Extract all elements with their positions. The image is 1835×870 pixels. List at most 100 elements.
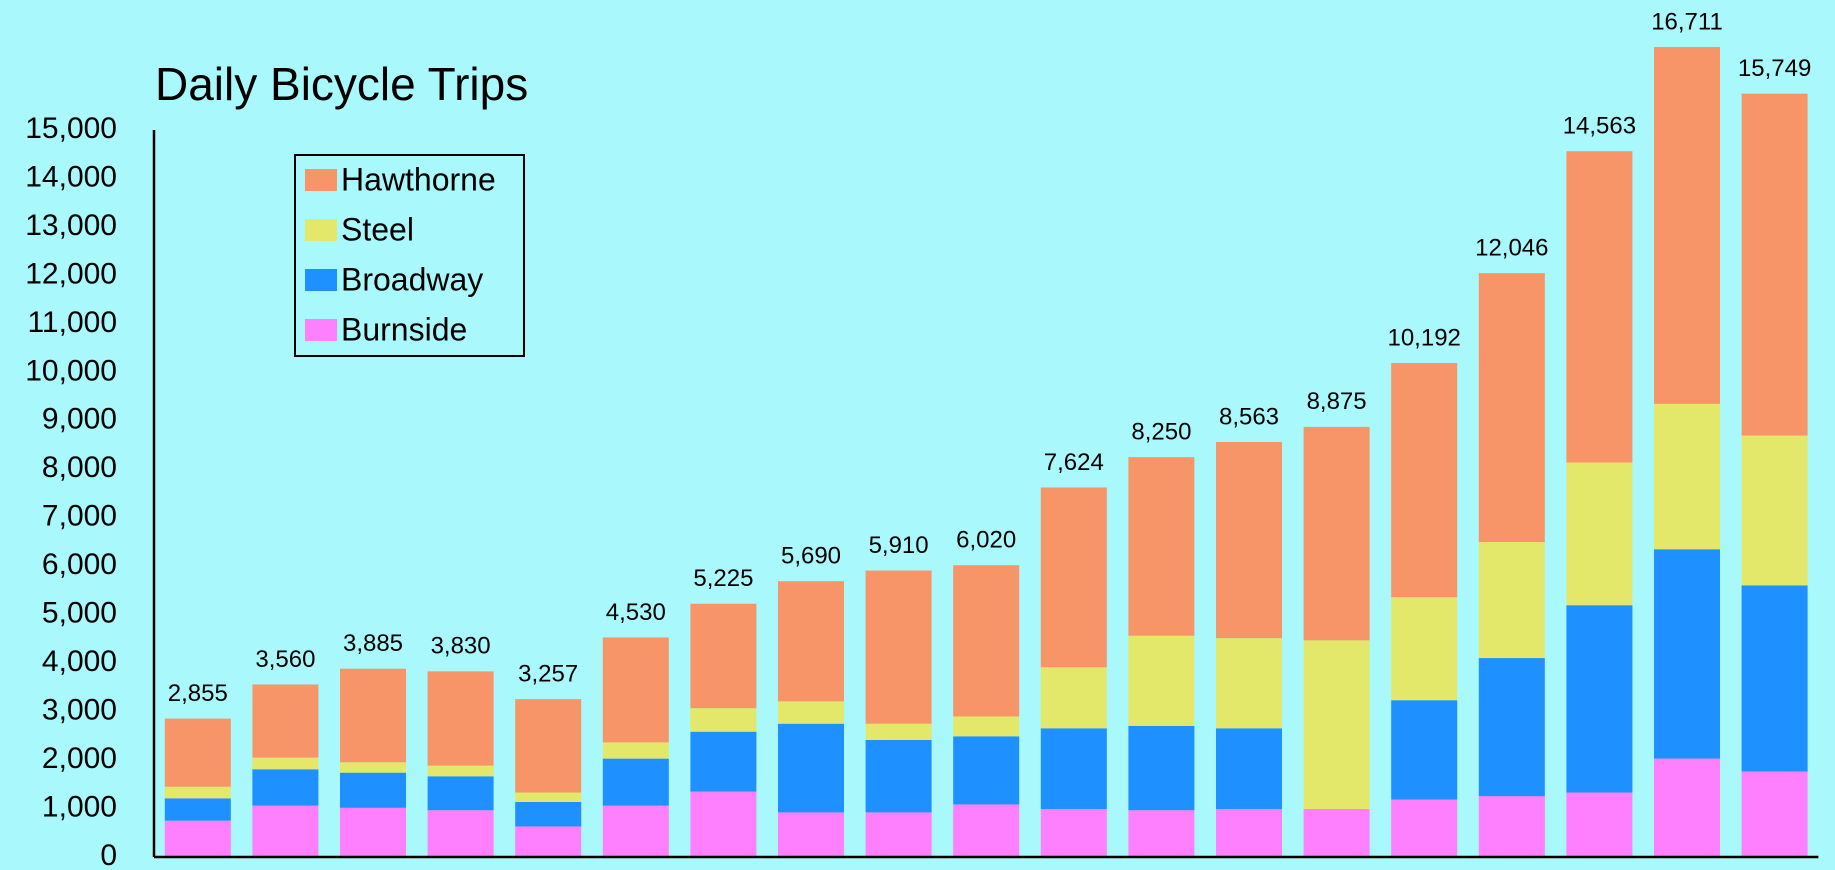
total-label: 10,192 bbox=[1387, 324, 1460, 351]
total-label: 3,257 bbox=[518, 660, 578, 687]
bar-segment bbox=[690, 708, 757, 732]
bar-segment bbox=[865, 812, 932, 857]
y-tick-label: 9,000 bbox=[42, 403, 117, 436]
bar-segment bbox=[515, 792, 582, 802]
y-tick-label: 1,000 bbox=[42, 790, 117, 823]
bar-segment bbox=[865, 739, 932, 813]
legend-swatch bbox=[305, 269, 337, 291]
bar-segment bbox=[1478, 796, 1545, 857]
bar-segment bbox=[340, 668, 406, 763]
total-label: 3,830 bbox=[431, 633, 491, 660]
total-label: 14,563 bbox=[1563, 113, 1636, 140]
total-label: 7,624 bbox=[1044, 449, 1104, 476]
bar-segment bbox=[1128, 725, 1195, 811]
legend-swatch bbox=[305, 219, 337, 241]
bar-segment bbox=[1216, 441, 1282, 639]
y-tick-label: 10,000 bbox=[25, 354, 117, 387]
bar-segment bbox=[1303, 426, 1370, 641]
bar-segment bbox=[1303, 809, 1370, 857]
bar-segment bbox=[1391, 700, 1458, 800]
y-tick-label: 5,000 bbox=[42, 597, 117, 630]
total-label: 16,711 bbox=[1651, 8, 1723, 35]
total-label: 6,020 bbox=[956, 527, 1016, 554]
bar-segment bbox=[602, 742, 669, 759]
chart-title: Daily Bicycle Trips bbox=[155, 58, 528, 110]
bar-segment bbox=[1128, 635, 1195, 726]
bar-segment bbox=[1741, 93, 1808, 436]
total-label: 15,749 bbox=[1738, 55, 1811, 82]
total-label: 5,910 bbox=[869, 532, 929, 559]
y-tick-label: 15,000 bbox=[25, 112, 117, 145]
bar-segment bbox=[340, 807, 406, 857]
y-tick-label: 13,000 bbox=[25, 209, 117, 242]
bar-segment bbox=[340, 772, 406, 808]
bar-segment bbox=[252, 769, 319, 806]
y-tick-label: 2,000 bbox=[42, 742, 117, 775]
bar-segment bbox=[1566, 605, 1633, 793]
bar-segment bbox=[953, 716, 1020, 737]
y-tick-label: 0 bbox=[100, 839, 117, 870]
bar-segment bbox=[1654, 549, 1720, 759]
bar-segment bbox=[164, 718, 231, 787]
total-label: 5,690 bbox=[781, 543, 841, 570]
bar-segment bbox=[865, 723, 932, 740]
y-tick-label: 4,000 bbox=[42, 645, 117, 678]
bar-segment bbox=[1216, 809, 1282, 857]
bar-segment bbox=[953, 565, 1020, 717]
bar-segment bbox=[1654, 47, 1720, 404]
bar-segment bbox=[953, 736, 1020, 805]
bar-segment bbox=[1654, 758, 1720, 857]
bar-segment bbox=[602, 805, 669, 857]
bar-segment bbox=[1478, 658, 1545, 797]
bar-segment bbox=[1741, 771, 1808, 857]
legend-swatch bbox=[305, 319, 337, 341]
bar-segment bbox=[427, 810, 494, 857]
bar-segment bbox=[690, 731, 757, 792]
bar-segment bbox=[778, 812, 844, 857]
y-tick-label: 11,000 bbox=[27, 306, 117, 339]
total-label: 8,563 bbox=[1219, 403, 1279, 430]
bar-segment bbox=[1128, 457, 1195, 636]
legend-swatch bbox=[305, 169, 337, 191]
bar-segment bbox=[690, 603, 757, 709]
y-tick-label: 14,000 bbox=[25, 160, 117, 193]
legend-box bbox=[294, 154, 525, 357]
bar-segment bbox=[164, 786, 231, 799]
bar-segment bbox=[252, 684, 319, 758]
y-tick-label: 12,000 bbox=[25, 257, 117, 290]
bar-segment bbox=[515, 801, 582, 827]
y-tick-label: 6,000 bbox=[42, 548, 117, 581]
bar-segment bbox=[340, 762, 406, 773]
y-tick-label: 7,000 bbox=[42, 500, 117, 533]
bar-segment bbox=[1040, 728, 1107, 810]
total-label: 3,560 bbox=[255, 646, 315, 673]
bar-segment bbox=[1478, 273, 1545, 542]
bar-segment bbox=[427, 776, 494, 811]
bar-segment bbox=[1654, 403, 1720, 550]
legend-label: Broadway bbox=[341, 261, 483, 297]
bar-segment bbox=[252, 757, 319, 770]
total-label: 8,250 bbox=[1131, 418, 1191, 445]
total-label: 2,855 bbox=[168, 680, 228, 707]
y-tick-label: 3,000 bbox=[42, 694, 117, 727]
bar-segment bbox=[427, 765, 494, 777]
bar-segment bbox=[1391, 363, 1458, 598]
legend-label: Steel bbox=[341, 211, 414, 247]
bar-segment bbox=[1040, 809, 1107, 857]
bar-segment bbox=[778, 701, 844, 724]
bar-segment bbox=[778, 723, 844, 813]
bar-segment bbox=[865, 570, 932, 724]
bar-segment bbox=[602, 758, 669, 806]
bar-segment bbox=[1478, 541, 1545, 659]
bar-segment bbox=[515, 699, 582, 793]
bar-segment bbox=[1566, 462, 1633, 606]
bar-segment bbox=[1128, 810, 1195, 857]
legend-label: Burnside bbox=[341, 311, 467, 347]
bar-segment bbox=[1741, 435, 1808, 586]
bar-segment bbox=[164, 820, 231, 857]
bar-segment bbox=[778, 581, 844, 702]
legend: Hawthorne Steel Broadway Burnside bbox=[294, 154, 525, 357]
bar-segment bbox=[1303, 640, 1370, 810]
bar-segment bbox=[1391, 597, 1458, 701]
